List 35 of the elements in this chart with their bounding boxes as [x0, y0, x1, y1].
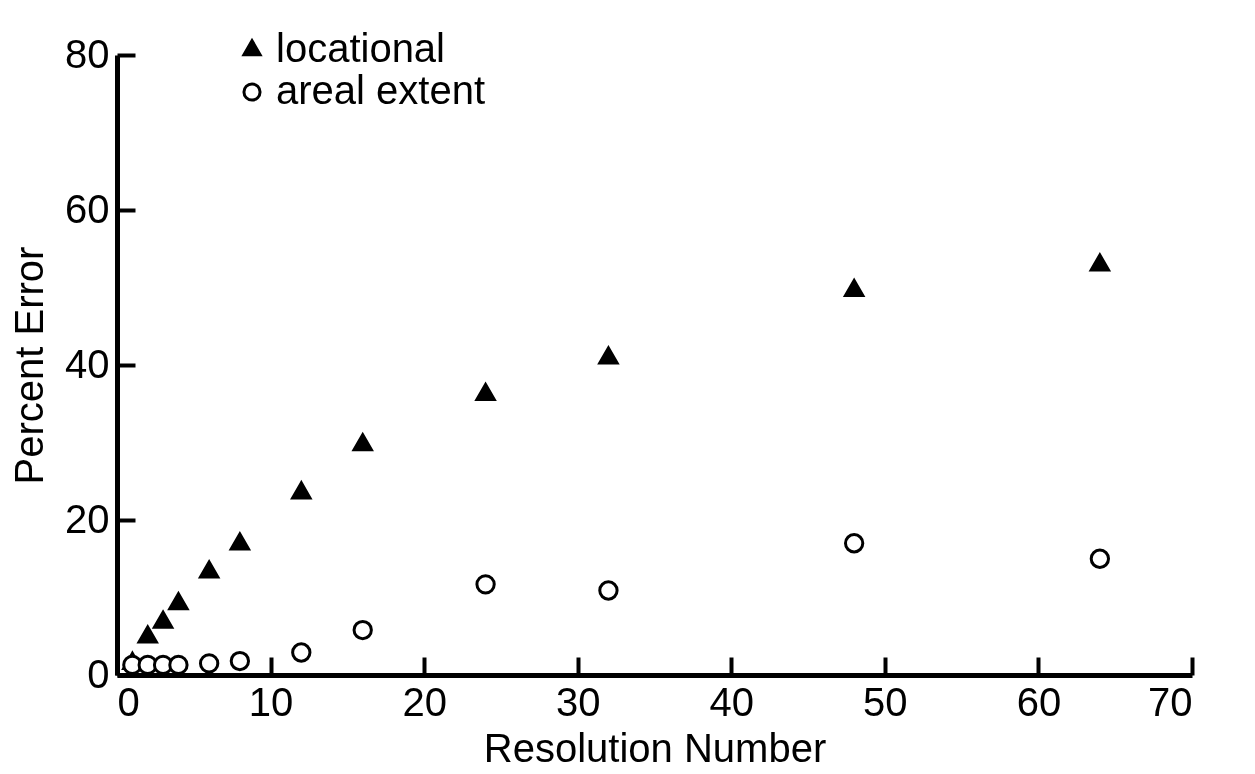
point — [291, 642, 312, 663]
point — [1089, 548, 1111, 569]
point — [475, 574, 496, 595]
x-tick-label: 20 — [402, 679, 447, 724]
x-tick-label: 50 — [863, 679, 908, 724]
point — [291, 481, 312, 500]
x-tick-label: 40 — [709, 679, 755, 724]
y-tick-label: 20 — [65, 496, 110, 541]
x-tick-label: 60 — [1016, 679, 1062, 724]
x-axis-title: Resolution Number — [483, 725, 827, 770]
point — [229, 650, 251, 672]
point — [198, 653, 220, 674]
y-tick-label: 0 — [87, 651, 110, 696]
x-tick-label: 0 — [117, 679, 140, 724]
x-tick-label: 30 — [555, 679, 601, 724]
legend-label: locational — [276, 26, 446, 70]
legend-label: areal extent — [276, 68, 486, 112]
y-tick-label: 80 — [65, 31, 110, 76]
y-axis-title: Percent Error — [7, 246, 52, 485]
x-tick-label: 70 — [1148, 679, 1193, 724]
point — [229, 532, 251, 551]
point — [168, 654, 189, 676]
point — [843, 533, 865, 554]
point — [843, 279, 865, 298]
point — [168, 592, 189, 611]
point — [598, 346, 619, 365]
point — [352, 433, 373, 452]
point — [1089, 253, 1111, 272]
y-tick-label: 60 — [65, 186, 110, 231]
point — [198, 560, 220, 579]
point — [475, 382, 496, 401]
x-tick-label: 10 — [248, 679, 294, 724]
y-tick-label: 40 — [65, 341, 110, 386]
point — [352, 619, 373, 641]
point — [598, 580, 619, 601]
